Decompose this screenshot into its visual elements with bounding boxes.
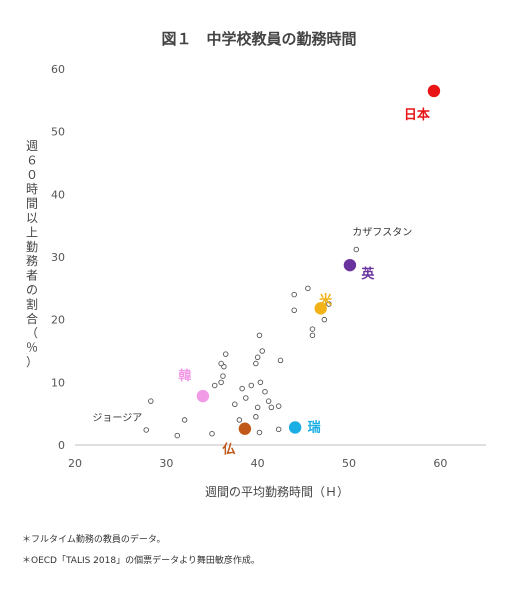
data-point [232, 401, 238, 408]
x-tick-label: 20 [68, 457, 82, 470]
data-point [257, 379, 264, 386]
data-point [220, 373, 226, 379]
x-tick-label: 40 [251, 457, 265, 470]
y-tick-label: 20 [51, 314, 65, 327]
data-point [253, 414, 259, 420]
footnote-1: ＊フルタイム勤務の教員のデータ。 [22, 535, 166, 545]
data-point [291, 291, 297, 298]
y-tick-label: 0 [58, 439, 65, 452]
point-label: 韓 [178, 368, 191, 384]
data-point [268, 404, 275, 411]
point-label: 米 [319, 292, 333, 308]
data-point [256, 332, 263, 339]
y-tick-label: 50 [51, 126, 65, 139]
x-tick-label: 60 [433, 457, 447, 470]
highlighted-point [343, 258, 357, 272]
highlighted-point [288, 421, 302, 434]
y-tick-label: 30 [51, 251, 65, 264]
data-point [222, 351, 229, 357]
data-point [265, 398, 272, 404]
x-tick-label: 30 [159, 457, 173, 470]
point-label: 瑞 [308, 419, 321, 435]
data-point [239, 385, 245, 392]
y-tick-label: 40 [51, 188, 65, 201]
data-point [321, 316, 328, 323]
data-point [326, 301, 332, 307]
data-point [248, 382, 255, 389]
data-points [143, 84, 441, 439]
data-point [174, 432, 181, 439]
data-point [211, 382, 218, 389]
data-point [253, 360, 259, 367]
data-point [209, 430, 215, 437]
data-point [256, 429, 263, 436]
data-point [275, 426, 282, 433]
data-point [243, 395, 249, 401]
data-point [309, 326, 316, 332]
data-point [254, 404, 261, 411]
data-point [275, 403, 282, 409]
point-label: 日本 [404, 107, 430, 123]
annotation-label: カザフスタン [352, 226, 412, 238]
data-point [181, 417, 188, 423]
chart-title: 図１ 中学校教員の勤務時間 [161, 30, 356, 48]
y-axis-label: 週６０時間以上勤務者の割合（％） [26, 139, 38, 369]
data-point [305, 285, 311, 292]
data-point [309, 332, 316, 339]
data-point [143, 427, 149, 433]
highlighted-point [196, 389, 210, 403]
x-tick-label: 50 [342, 457, 356, 470]
x-axis-label: 週間の平均勤務時間（Ｈ） [205, 485, 349, 499]
y-tick-label: 10 [51, 376, 65, 389]
annotation-label: ジョージア [92, 413, 142, 424]
point-label: 仏 [222, 443, 235, 458]
axes: 20 30 40 50 60 0 10 20 30 40 50 60 週６０時間以上勤務者の割合（％） [26, 63, 486, 470]
highlighted-point [238, 422, 252, 435]
highlighted-point [427, 84, 441, 98]
data-point [254, 354, 261, 361]
data-point [353, 246, 360, 253]
data-point [218, 379, 224, 386]
data-point [218, 360, 224, 367]
y-tick-label: 60 [51, 63, 65, 76]
data-point [236, 417, 243, 423]
data-point [277, 357, 284, 364]
footnotes: ＊フルタイム勤務の教員のデータ。 ＊OECD「TALIS 2018」の個票データ… [22, 530, 260, 572]
data-point [259, 348, 265, 354]
data-point [262, 388, 268, 395]
data-point [291, 307, 297, 314]
highlighted-point [314, 302, 327, 315]
point-label: 英 [360, 266, 375, 282]
scatter-chart: 図１ 中学校教員の勤務時間 20 30 40 50 60 0 10 20 30 40 50 60 週６０… [26, 30, 486, 499]
data-point [148, 398, 154, 404]
footnote-2: ＊OECD「TALIS 2018」の個票データより舞田敏彦作成。 [22, 556, 260, 566]
